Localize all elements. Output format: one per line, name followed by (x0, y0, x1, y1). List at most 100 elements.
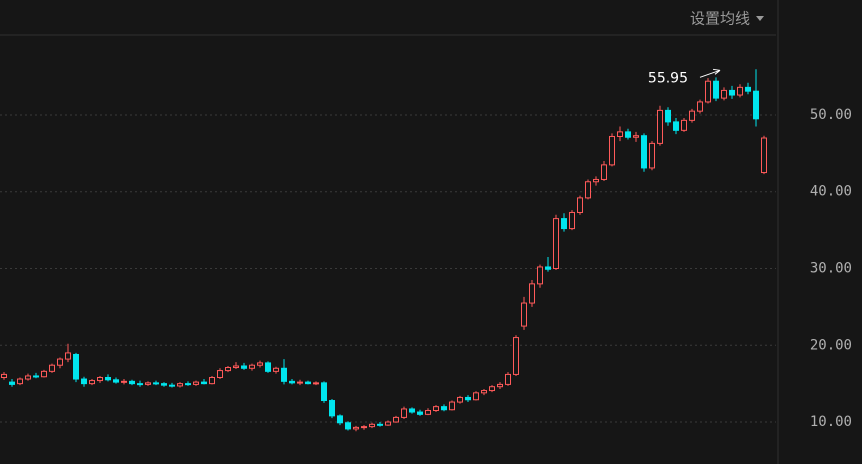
candle-body (49, 364, 55, 372)
candle-body (553, 218, 559, 269)
candle-body (137, 383, 143, 386)
candle-body (385, 421, 391, 426)
candle-body (441, 406, 447, 411)
candle-body (241, 365, 247, 369)
candle-body (265, 362, 271, 372)
candle-body (17, 378, 23, 385)
candle-body (193, 381, 199, 385)
candle-body (737, 86, 743, 96)
candle-body (233, 365, 239, 369)
candle-body (689, 110, 695, 121)
candle-body (409, 408, 415, 413)
candle-body (617, 131, 623, 137)
candle-body (537, 266, 543, 285)
candle-body (417, 411, 423, 415)
candle-body (753, 90, 759, 120)
candle-body (745, 86, 751, 92)
candle-body (33, 375, 39, 378)
candle-body (489, 386, 495, 392)
candle-body (249, 364, 255, 369)
candle-body (625, 131, 631, 138)
y-tick-label: 40.00 (810, 184, 852, 200)
candle-body (201, 381, 207, 385)
candle-body (577, 197, 583, 213)
candle-body (393, 416, 399, 423)
candle-body (761, 137, 767, 174)
candle-body (337, 415, 343, 424)
candle-body (177, 383, 183, 387)
candle-body (657, 109, 663, 144)
candle-body (353, 426, 359, 430)
candle-body (161, 383, 167, 386)
y-tick-label: 10.00 (810, 414, 852, 430)
candle-body (369, 423, 375, 428)
annotation-arrowhead (712, 68, 721, 75)
candle-body (609, 135, 615, 166)
candle-body (121, 380, 127, 383)
y-tick-label: 50.00 (810, 107, 852, 123)
candle-body (545, 266, 551, 270)
candle-body (273, 367, 279, 372)
candle-body (377, 423, 383, 426)
y-tick-label: 20.00 (810, 337, 852, 353)
candle-body (681, 119, 687, 131)
candle-body (665, 109, 671, 123)
candle-body (209, 376, 215, 385)
candle-body (9, 381, 15, 385)
candle-body (401, 408, 407, 418)
candle-body (505, 373, 511, 385)
candle-body (313, 382, 319, 385)
candle-body (497, 383, 503, 388)
menu-caret[interactable] (756, 16, 764, 21)
candle-body (97, 376, 103, 382)
candle-body (697, 101, 703, 112)
candle-body (521, 302, 527, 327)
candle-body (329, 400, 335, 417)
candle-body (705, 80, 711, 103)
candle-body (105, 376, 111, 381)
candle-body (65, 352, 71, 360)
candle-body (169, 384, 175, 387)
candle-body (649, 142, 655, 169)
candle-body (41, 370, 47, 378)
candle-body (593, 178, 599, 183)
candle-body (217, 370, 223, 378)
annotation-arrow (699, 69, 721, 78)
candle-body (81, 378, 87, 385)
candle-body (321, 382, 327, 402)
candle-body (73, 353, 79, 380)
candle-body (481, 390, 487, 394)
candle-body (153, 382, 159, 385)
candle-body (465, 396, 471, 401)
candle-body (289, 380, 295, 384)
candle-body (57, 358, 63, 366)
candle-body (89, 380, 95, 385)
candle-body (569, 211, 575, 230)
candle-body (305, 381, 311, 385)
candle-body (225, 367, 231, 372)
candle-body (721, 89, 727, 99)
candle-body (185, 383, 191, 386)
candle-body (457, 396, 463, 403)
candle-body (1, 373, 7, 378)
candle-body (257, 362, 263, 366)
candle-body (729, 89, 735, 96)
annotation-label: 55.95 (648, 70, 688, 86)
candle-body (361, 426, 367, 429)
menu-label[interactable]: 设置均线 (690, 10, 750, 28)
candle-body (129, 380, 135, 385)
candle-body (297, 381, 303, 384)
candle-body (449, 401, 455, 411)
candle-body (633, 135, 639, 138)
candle-body (673, 121, 679, 131)
candle-body (145, 382, 151, 385)
candle-body (433, 406, 439, 411)
candle-body (281, 367, 287, 382)
y-tick-label: 30.00 (810, 260, 852, 276)
candle-body (25, 375, 31, 380)
candle-body (425, 409, 431, 415)
candle-body (601, 164, 607, 180)
candle-body (529, 283, 535, 304)
candle-body (713, 80, 719, 99)
